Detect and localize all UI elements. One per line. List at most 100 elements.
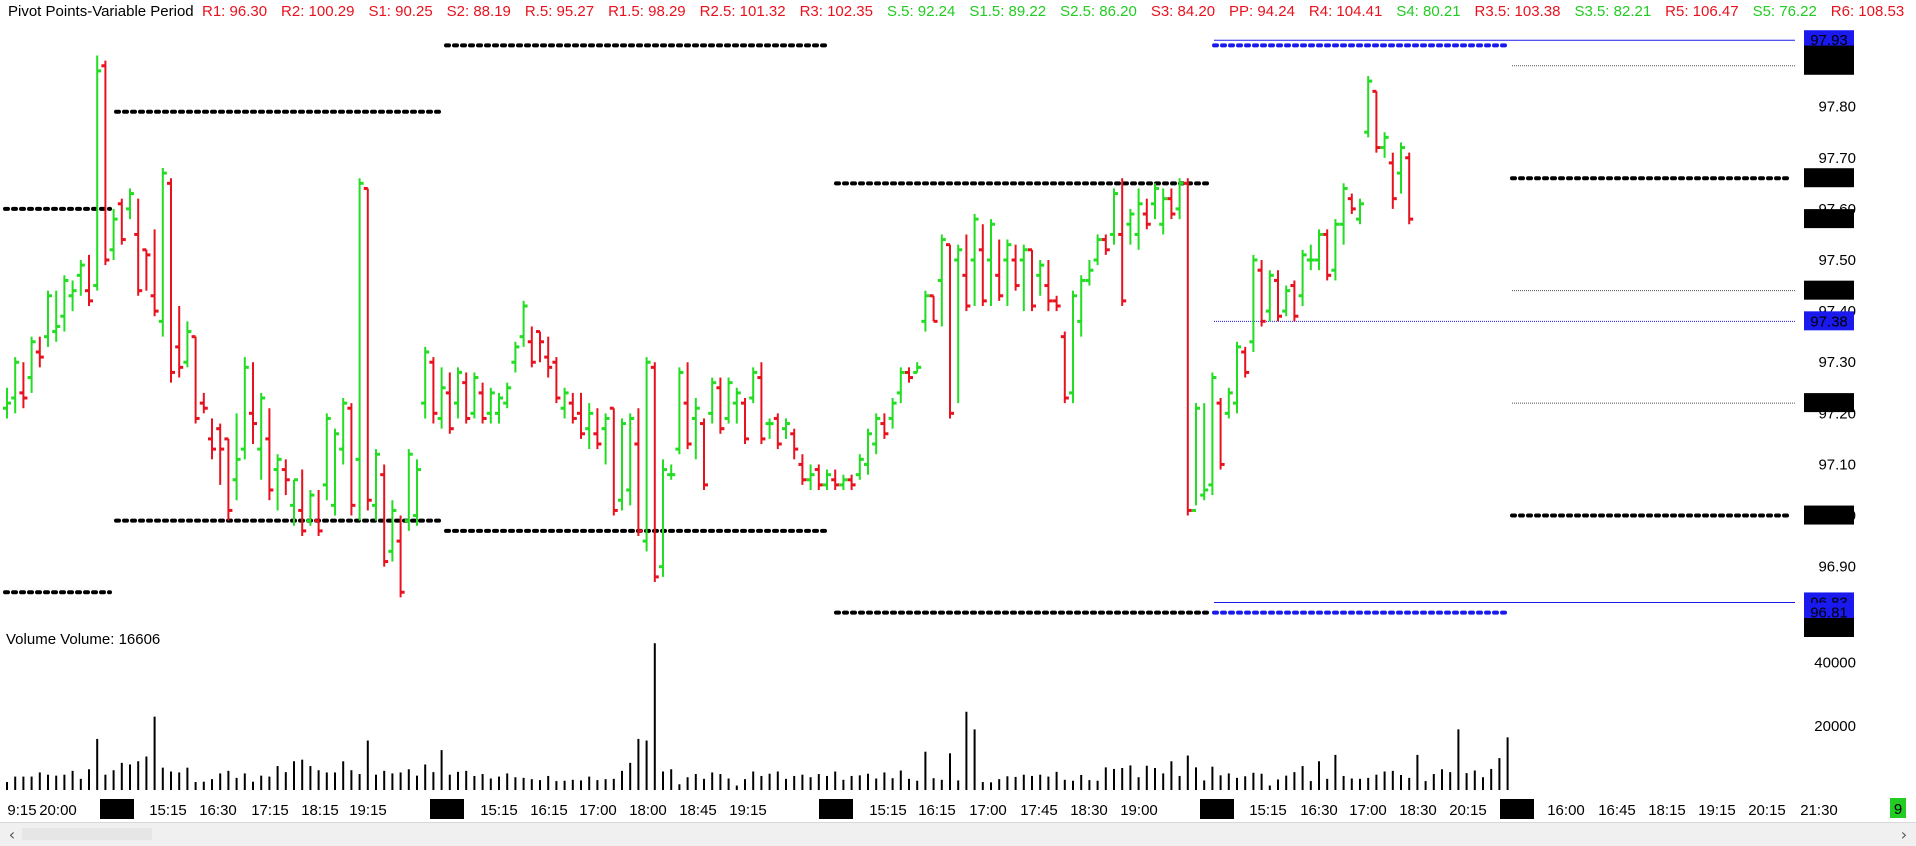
price-bar <box>1101 234 1110 255</box>
price-marker-label: 96.81 <box>1810 605 1848 622</box>
price-bar <box>142 248 151 291</box>
price-bar <box>544 336 553 378</box>
price-bar <box>1323 229 1332 281</box>
horizontal-scrollbar[interactable]: ‹ › <box>0 822 1916 846</box>
price-marker-bg <box>1804 280 1854 300</box>
pivot-value-label: S2.5: 86.20 <box>1060 3 1137 20</box>
price-bar <box>380 464 389 567</box>
price-bar <box>396 515 405 598</box>
price-bar <box>281 459 290 496</box>
price-bar <box>101 60 110 266</box>
price-bar <box>445 372 454 434</box>
time-tick-label: 18:00 <box>629 802 667 819</box>
price-bar <box>905 367 913 383</box>
price-bar <box>486 387 495 424</box>
price-marker: 97.00 <box>1804 505 1854 525</box>
price-bar <box>1257 260 1266 327</box>
price-bar <box>322 413 331 501</box>
price-bar <box>519 300 528 347</box>
price-bar <box>1019 244 1028 312</box>
price-bar <box>1192 403 1200 512</box>
pivot-value-label: S.5: 92.24 <box>887 3 955 20</box>
price-bar <box>700 418 708 490</box>
pivot-value-label: R2: 100.29 <box>281 3 354 20</box>
price-marker-label: 97.93 <box>1810 32 1848 49</box>
price-bar <box>1060 331 1069 404</box>
price-marker-bg <box>1804 618 1854 637</box>
date-marker-bg <box>100 799 134 819</box>
price-bar <box>76 260 85 296</box>
price-bar <box>339 398 348 465</box>
price-bar <box>1249 254 1258 352</box>
price-bar <box>1405 152 1414 225</box>
price-bar <box>642 357 651 552</box>
price-bar <box>1142 198 1151 230</box>
price-bar <box>216 423 225 485</box>
price-bar <box>11 357 20 414</box>
price-tick-label: 97.70 <box>1818 150 1856 167</box>
price-bar <box>421 346 430 419</box>
price-bar <box>454 367 462 419</box>
price-bar <box>995 239 1004 301</box>
time-tick-label: 21:30 <box>1800 802 1838 819</box>
price-bar <box>987 219 995 306</box>
time-tick-label: 15:15 <box>1249 802 1287 819</box>
price-bar <box>511 341 520 373</box>
pivot-value-label: S4: 80.21 <box>1396 3 1460 20</box>
price-bar <box>1118 178 1127 306</box>
price-bar <box>1069 290 1077 404</box>
price-bar <box>683 362 692 450</box>
price-bar <box>1110 188 1118 245</box>
price-bar <box>749 367 758 404</box>
price-marker-bg <box>1804 30 1854 50</box>
price-bar <box>593 408 602 450</box>
date-marker: 8-11 <box>430 799 464 819</box>
price-bar <box>413 459 421 526</box>
price-bar <box>1126 208 1135 245</box>
price-bar <box>478 382 487 424</box>
price-bar <box>970 214 979 306</box>
price-bar <box>864 428 872 475</box>
price-bar <box>224 437 233 521</box>
price-bar <box>716 377 725 434</box>
date-marker-label: 8-10 <box>102 802 132 819</box>
price-bar <box>273 454 282 511</box>
time-tick-label: 18:15 <box>1648 802 1686 819</box>
price-bar <box>913 362 922 374</box>
price-bar <box>60 275 69 332</box>
price-bar <box>577 392 585 439</box>
price-bar <box>167 178 175 383</box>
price-pane <box>3 39 1795 615</box>
scroll-right-icon[interactable]: › <box>1900 825 1908 844</box>
price-bar <box>675 367 684 455</box>
indicator-title: Pivot Points-Variable Period <box>8 3 194 20</box>
scroll-left-icon[interactable]: ‹ <box>8 825 16 844</box>
price-marker-label: 97.88 <box>1810 58 1848 75</box>
price-marker-label: 97.00 <box>1810 508 1848 525</box>
date-marker: 8-12 <box>819 799 853 819</box>
price-marker-bg <box>1804 602 1854 622</box>
price-bar <box>1044 260 1053 312</box>
price-bar <box>265 408 274 501</box>
price-bar <box>134 198 143 296</box>
price-marker: 97.44 <box>1804 280 1854 300</box>
price-bar <box>1290 280 1299 322</box>
price-bar <box>462 372 471 424</box>
price-bar <box>1372 89 1381 153</box>
price-bar <box>1085 260 1094 286</box>
price-bar <box>27 336 36 393</box>
price-bar <box>199 392 208 414</box>
price-marker: 97.22 <box>1804 393 1854 413</box>
price-marker-bg <box>1804 393 1854 413</box>
date-marker: 8-10 <box>100 799 134 819</box>
date-marker-label: 8-11 <box>433 802 462 819</box>
price-bar <box>1241 346 1250 378</box>
price-bar <box>1397 142 1405 194</box>
pivot-value-label: R.5: 95.27 <box>525 3 594 20</box>
price-bar <box>372 449 380 521</box>
scrollbar-thumb[interactable] <box>22 828 152 840</box>
price-marker-label: 97.66 <box>1810 170 1848 187</box>
time-tick-label: 19:15 <box>1698 802 1736 819</box>
time-tick-label: 17:00 <box>579 802 617 819</box>
price-bar <box>601 413 610 465</box>
